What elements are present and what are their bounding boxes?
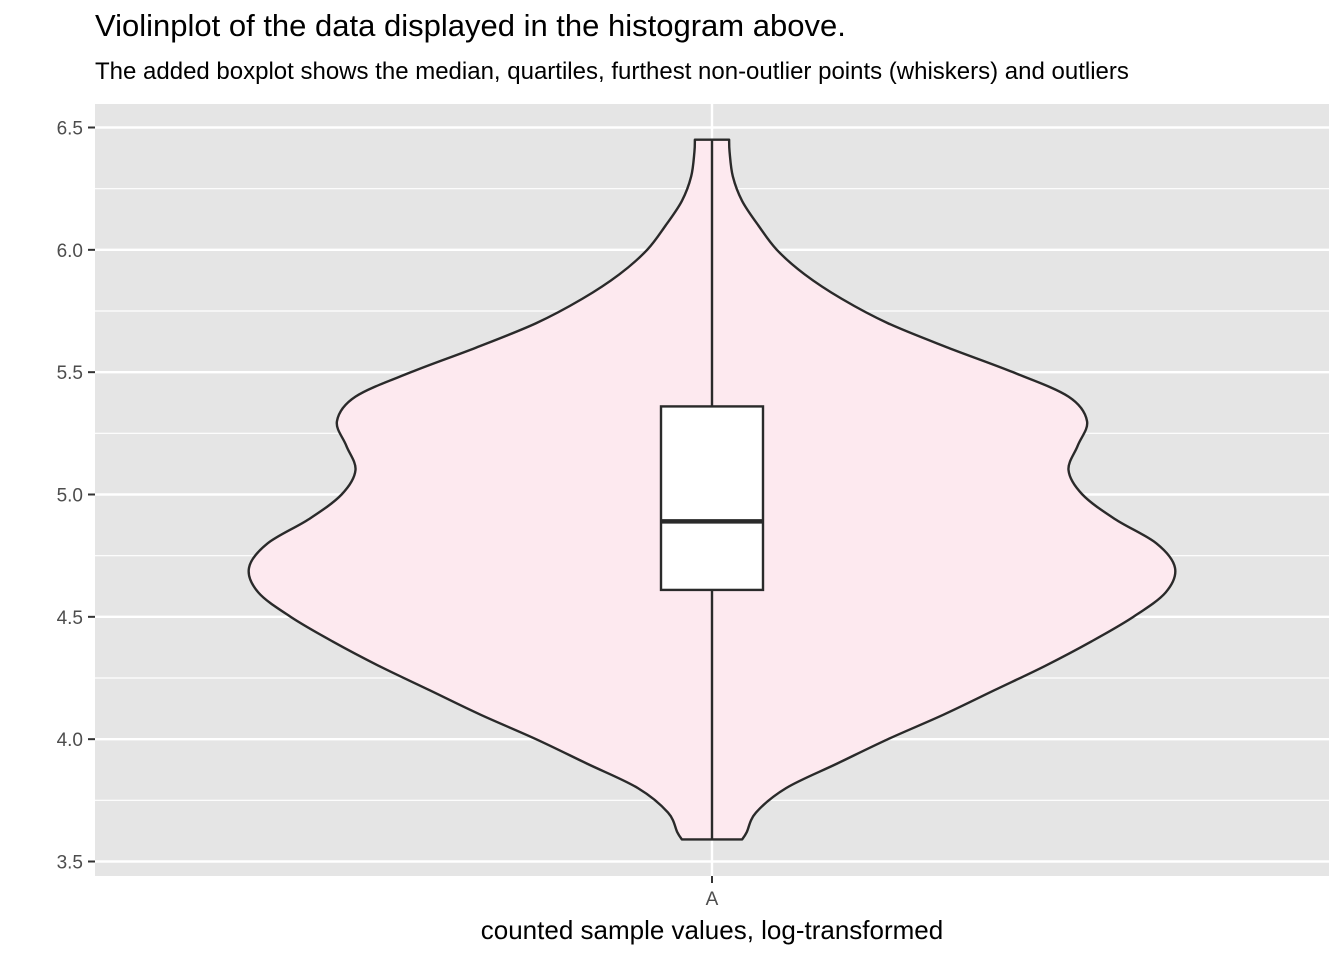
chart-subtitle: The added boxplot shows the median, quar… — [95, 58, 1129, 85]
y-tick-label: 4.5 — [57, 608, 83, 629]
y-tick-label: 3.5 — [57, 853, 83, 874]
x-axis: A — [706, 876, 719, 910]
y-tick-label: 6.5 — [57, 119, 83, 140]
box-iqr — [659, 405, 765, 592]
y-tick-label: 4.0 — [57, 730, 83, 751]
y-tick-label: 5.0 — [57, 486, 83, 507]
x-tick-label: A — [706, 889, 719, 910]
y-axis: 3.5 4.0 4.5 5.0 5.5 6.0 6.5 — [57, 119, 95, 874]
chart-title: Violinplot of the data displayed in the … — [95, 8, 846, 43]
y-tick-label: 5.5 — [57, 363, 83, 384]
x-axis-title: counted sample values, log-transformed — [481, 915, 943, 945]
y-tick-label: 6.0 — [57, 241, 83, 262]
